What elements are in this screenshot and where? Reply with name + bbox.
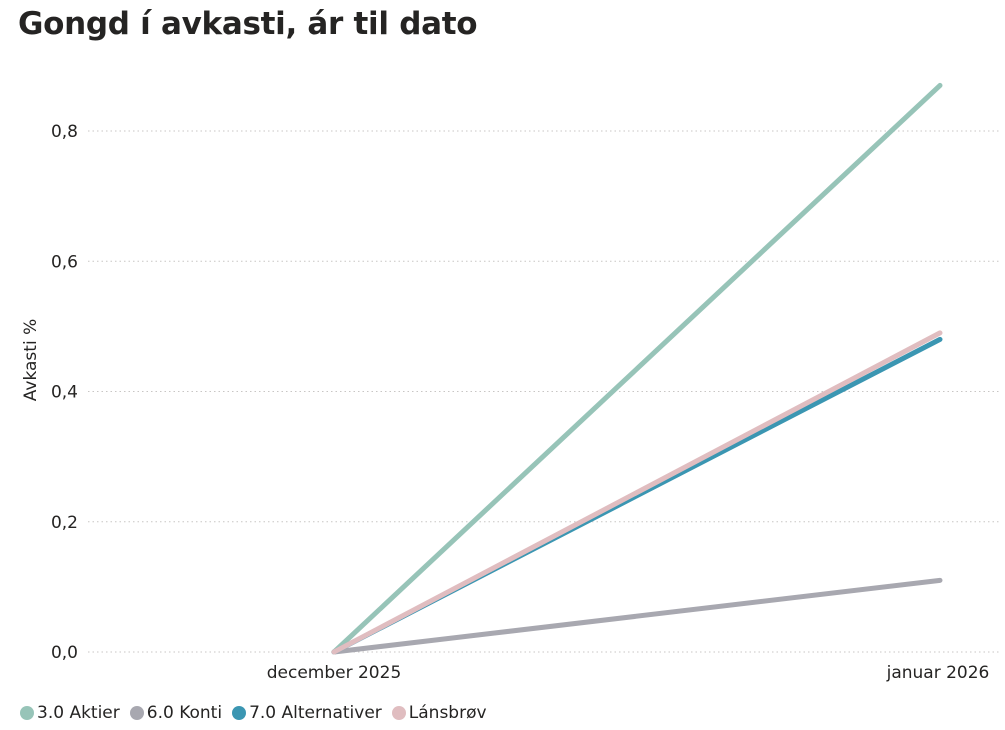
legend-item[interactable]: 3.0 Aktier <box>20 703 120 723</box>
y-tick-label: 0,2 <box>51 513 78 533</box>
y-tick-label: 0,4 <box>51 383 78 403</box>
legend-marker-icon <box>129 706 144 720</box>
legend-item[interactable]: Lánsbrøv <box>391 703 487 723</box>
y-tick-label: 0,6 <box>51 252 78 272</box>
y-axis-ticks: 0,0 0,2 0,4 0,6 0,8 <box>51 122 78 663</box>
legend-marker-icon <box>20 706 34 720</box>
x-axis-ticks: december 2025 januar 2026 <box>267 663 990 683</box>
series-line-6-0-konti <box>331 577 943 655</box>
series-line-l-nsbr-v <box>331 330 943 655</box>
y-axis-title: Avkasti % <box>21 319 41 401</box>
legend-item[interactable]: 6.0 Konti <box>129 703 223 723</box>
chart-title: Gongd í avkasti, ár til dato <box>18 6 478 42</box>
legend: 3.0 Aktier 6.0 Konti 7.0 Alternativer Lánsb… <box>20 700 487 726</box>
y-tick-label: 0,8 <box>51 122 78 142</box>
legend-label: Lánsbrøv <box>408 703 487 723</box>
legend-label: 7.0 Alternativer <box>249 703 382 723</box>
legend-marker-icon <box>391 706 406 720</box>
series-line-3-0-aktier <box>331 82 943 655</box>
legend-item[interactable]: 7.0 Alternativer <box>232 703 382 723</box>
legend-marker-icon <box>232 706 247 720</box>
y-tick-label: 0,0 <box>51 643 78 663</box>
x-tick-label: december 2025 <box>267 663 402 683</box>
legend-label: 6.0 Konti <box>146 703 223 723</box>
legend-label: 3.0 Aktier <box>37 703 120 723</box>
gridlines <box>88 130 1000 653</box>
series-lines <box>331 82 943 655</box>
x-tick-label: januar 2026 <box>886 663 990 683</box>
